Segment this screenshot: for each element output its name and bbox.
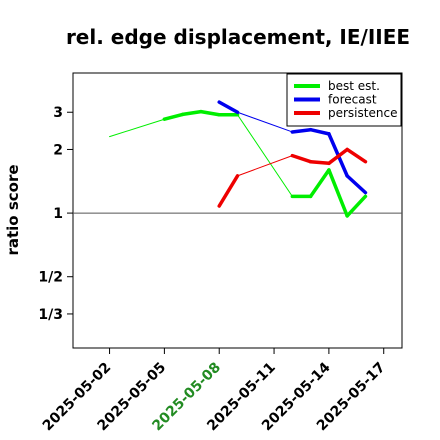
legend-label-best-est: best est.: [328, 79, 380, 93]
y-tick-label: 1/2: [38, 270, 63, 286]
persistence-segment: [237, 155, 293, 177]
persistence-segment: [217, 174, 240, 208]
forecast-segment: [217, 100, 240, 114]
best-est-segment: [237, 114, 293, 197]
series-layer: [109, 100, 368, 218]
legend-label-persistence: persistence: [328, 106, 397, 120]
x-axis: 2025-05-022025-05-052025-05-082025-05-11…: [40, 348, 389, 434]
plot-frame: [72, 72, 403, 349]
best-est-segment: [180, 109, 203, 117]
best-est-segment: [308, 168, 331, 199]
forecast-segment: [345, 174, 368, 195]
best-est-segment: [345, 194, 368, 218]
persistence-segment: [308, 159, 331, 166]
y-tick-label: 1/3: [38, 307, 63, 323]
y-tick-label: 3: [53, 105, 63, 121]
forecast-segment: [308, 127, 331, 136]
best-est-segment: [109, 118, 165, 138]
best-est-segment: [199, 109, 221, 117]
y-axis: 3 2 1 1/2 1/3: [38, 105, 73, 323]
persistence-segment: [345, 147, 368, 164]
y-tick-label: 1: [53, 206, 63, 222]
forecast-segment: [290, 127, 313, 134]
persistence-segment: [290, 153, 313, 164]
best-est-segment: [327, 168, 349, 218]
chart-title: rel. edge displacement, IE/IIEE: [66, 25, 410, 49]
best-est-segment: [162, 112, 185, 121]
legend-label-forecast: forecast: [328, 93, 377, 107]
forecast-segment: [237, 111, 293, 133]
persistence-segment: [327, 147, 349, 166]
y-axis-label: ratio score: [4, 164, 22, 255]
y-tick-label: 2: [53, 142, 63, 158]
